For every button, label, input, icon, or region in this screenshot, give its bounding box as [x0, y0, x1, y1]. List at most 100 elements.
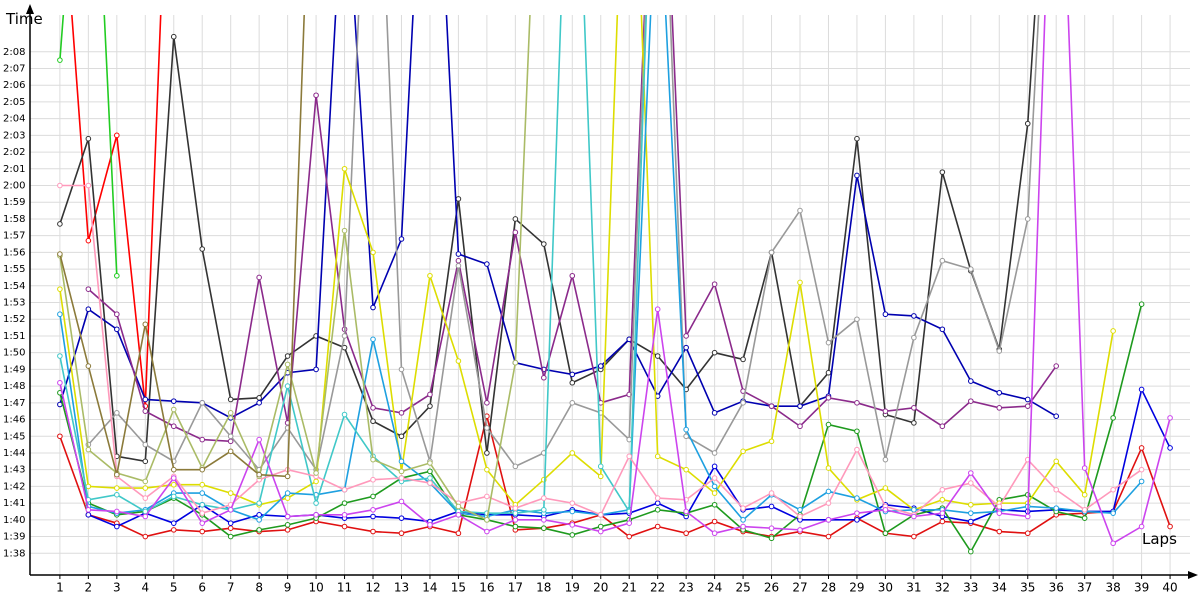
point	[1053, 505, 1060, 511]
point	[597, 463, 604, 470]
y-tick-label: 1:49	[3, 364, 25, 375]
point	[683, 508, 689, 515]
series-line	[59, 15, 1114, 511]
x-tick-label: 25	[735, 581, 750, 595]
point	[57, 57, 63, 63]
point	[227, 533, 234, 540]
y-tick-label: 1:40	[3, 515, 25, 526]
point	[284, 495, 291, 501]
x-tick-label: 7	[227, 581, 235, 595]
point	[398, 458, 405, 465]
point	[170, 33, 177, 40]
series-line	[59, 15, 1171, 545]
point	[654, 306, 661, 313]
point	[825, 395, 832, 401]
point	[85, 306, 92, 313]
point	[227, 520, 234, 526]
point	[996, 503, 1003, 510]
point	[227, 507, 234, 513]
point	[1167, 445, 1173, 451]
point	[569, 522, 576, 528]
x-tick-label: 14	[422, 581, 437, 595]
x-tick-label: 9	[284, 581, 292, 595]
point	[768, 490, 775, 496]
point	[57, 311, 63, 318]
point	[968, 501, 974, 508]
point	[911, 507, 917, 513]
point	[341, 523, 348, 530]
point	[740, 356, 746, 363]
point	[740, 505, 746, 511]
series-line	[59, 15, 648, 515]
point	[968, 470, 974, 476]
x-tick-label: 29	[849, 581, 864, 595]
point	[57, 353, 63, 359]
y-tick-label: 1:46	[3, 415, 25, 426]
point	[711, 490, 718, 496]
point	[569, 371, 576, 378]
point	[370, 528, 376, 535]
point	[142, 321, 149, 328]
point	[825, 369, 832, 376]
x-tick-label: 2	[85, 581, 93, 595]
point	[370, 493, 376, 500]
point	[341, 486, 348, 493]
y-tick-label: 2:02	[3, 147, 25, 158]
point	[170, 398, 177, 404]
point	[683, 426, 689, 433]
x-axis-label: Laps	[1142, 530, 1177, 548]
point	[683, 530, 689, 537]
series-line	[59, 15, 531, 522]
point	[597, 363, 604, 369]
point	[455, 196, 462, 202]
point	[1138, 478, 1145, 485]
x-tick-label: 36	[1049, 581, 1064, 595]
point	[1081, 515, 1088, 521]
point	[569, 450, 576, 456]
point	[1110, 415, 1116, 421]
x-tick-label: 23	[679, 581, 694, 595]
point	[170, 481, 177, 488]
point	[1138, 523, 1145, 530]
point	[313, 500, 319, 506]
point	[398, 515, 405, 521]
point	[142, 513, 149, 520]
point	[654, 453, 661, 460]
point	[911, 420, 917, 426]
point	[398, 433, 405, 440]
y-axis-label: Time	[5, 10, 43, 28]
point	[854, 428, 860, 435]
point	[341, 512, 348, 518]
x-tick-label: 21	[622, 581, 637, 595]
point	[427, 460, 433, 466]
point	[484, 450, 490, 456]
point	[398, 236, 405, 242]
point	[768, 438, 775, 445]
point	[114, 471, 120, 478]
point	[284, 383, 291, 389]
x-tick-label: 15	[451, 581, 466, 595]
point	[939, 496, 946, 503]
point	[996, 405, 1003, 411]
point	[1053, 458, 1060, 465]
point	[484, 400, 490, 406]
point	[1024, 403, 1031, 409]
point	[284, 473, 291, 480]
point	[711, 483, 718, 490]
x-tick-label: 34	[992, 581, 1007, 595]
y-tick-label: 1:47	[3, 398, 25, 409]
y-tick-label: 2:05	[3, 97, 25, 108]
point	[341, 411, 348, 418]
point	[654, 523, 661, 530]
point	[911, 405, 917, 411]
point	[939, 510, 946, 516]
point	[85, 507, 92, 513]
y-tick-label: 1:56	[3, 247, 25, 258]
point	[484, 517, 490, 523]
x-tick-label: 27	[792, 581, 807, 595]
point	[227, 433, 234, 440]
point	[313, 478, 319, 485]
point	[313, 366, 319, 373]
point	[199, 520, 206, 526]
point	[654, 353, 661, 359]
